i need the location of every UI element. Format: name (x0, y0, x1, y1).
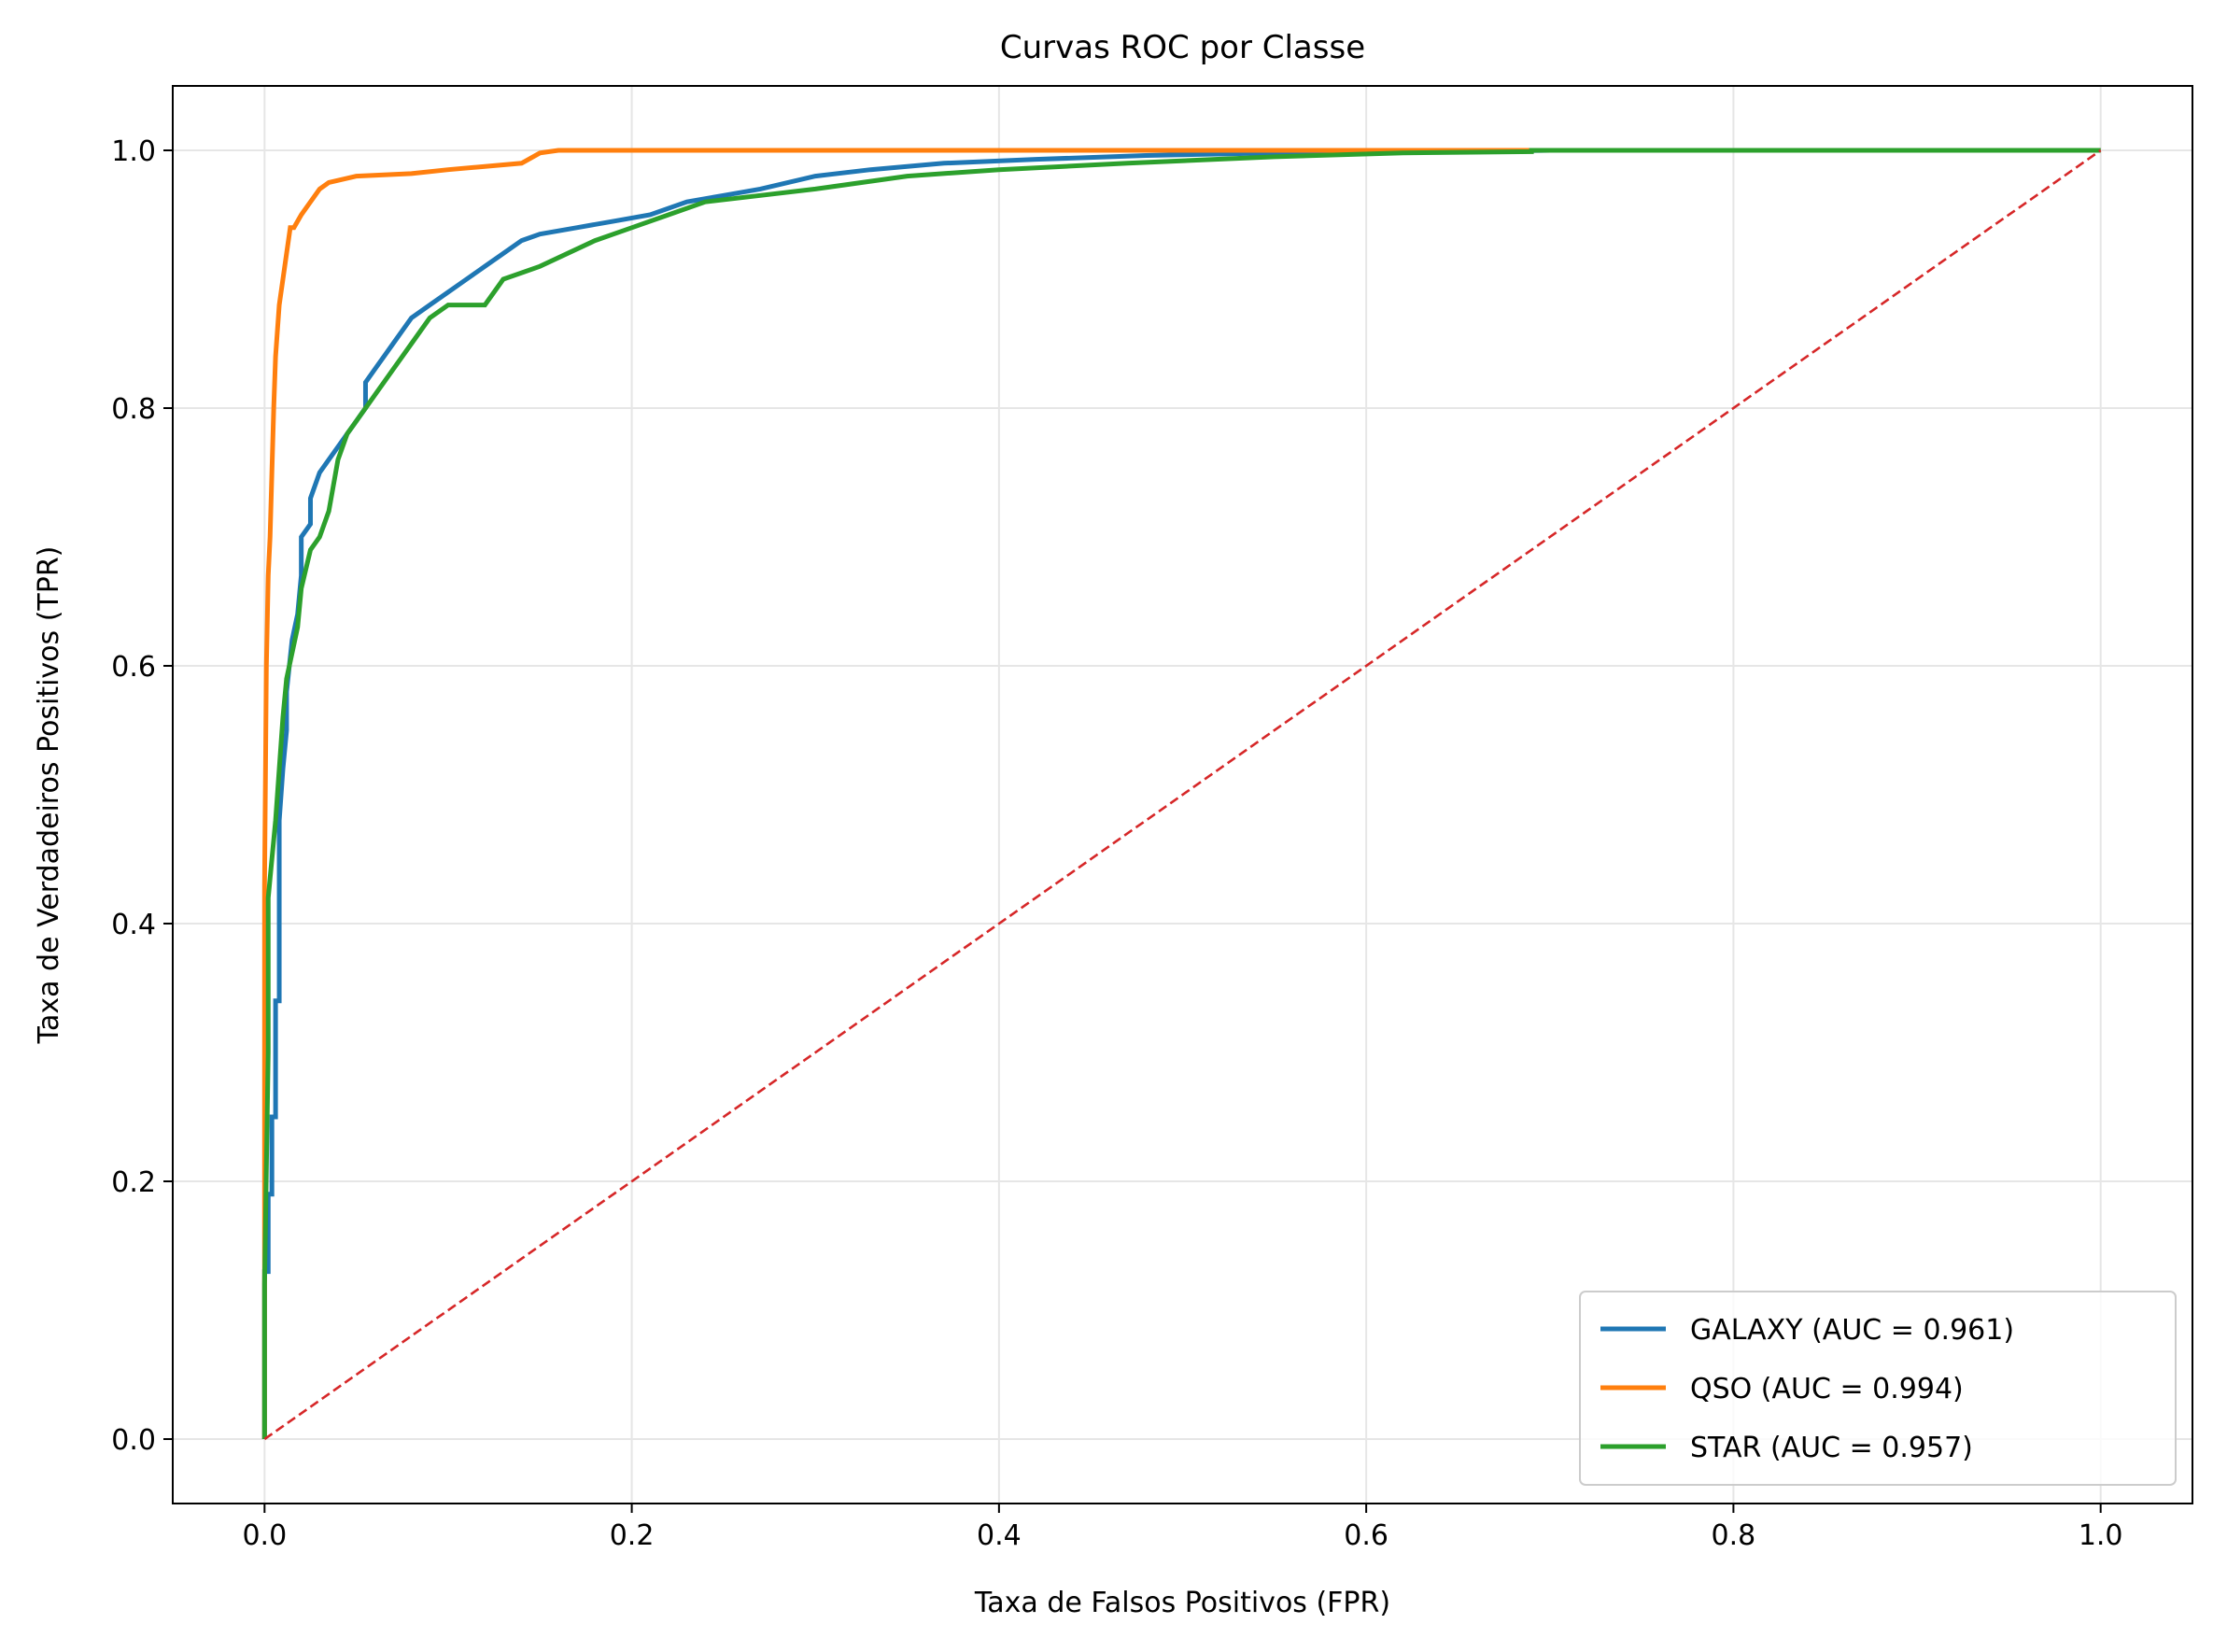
legend: GALAXY (AUC = 0.961) QSO (AUC = 0.994) STA… (1579, 1291, 2177, 1486)
y-tick-label: 0.8 (111, 393, 156, 426)
series-layer (261, 148, 2102, 1441)
series-line-galaxy (261, 148, 2101, 1439)
y-tick-label: 0.2 (111, 1166, 156, 1199)
x-tick-label: 0.0 (242, 1519, 287, 1552)
x-tick-label: 1.0 (2079, 1519, 2123, 1552)
chart-title: Curvas ROC por Classe (1000, 29, 1365, 66)
legend-box (1579, 1291, 2177, 1486)
y-tick-label: 0.4 (111, 909, 156, 941)
x-tick-label: 0.8 (1712, 1519, 1756, 1552)
legend-label-star: STAR (AUC = 0.957) (1690, 1432, 1973, 1464)
x-axis-label: Taxa de Falsos Positivos (FPR) (974, 1587, 1390, 1619)
legend-label-qso: QSO (AUC = 0.994) (1690, 1373, 1964, 1405)
ticks-layer: 0.0 0.2 0.4 0.6 0.8 1.0 0.0 0.2 0.4 0.6 0.8 1.0 (111, 135, 2122, 1552)
x-tick-label: 0.4 (977, 1519, 1022, 1552)
x-tick-label: 0.6 (1344, 1519, 1388, 1552)
series-line-qso (261, 148, 2101, 1439)
plot-area-frame (172, 85, 2193, 1504)
x-tick-label: 0.2 (610, 1519, 655, 1552)
legend-label-galaxy: GALAXY (AUC = 0.961) (1690, 1314, 2014, 1347)
y-tick-label: 0.6 (111, 651, 156, 684)
series-line-diagonal-reference (263, 148, 2102, 1441)
grid-layer (173, 86, 2192, 1504)
y-axis-label: Taxa de Verdadeiros Positivos (TPR) (33, 546, 65, 1045)
y-tick-label: 0.0 (111, 1424, 156, 1457)
y-tick-label: 1.0 (111, 135, 156, 168)
series-line-star (261, 148, 2101, 1439)
